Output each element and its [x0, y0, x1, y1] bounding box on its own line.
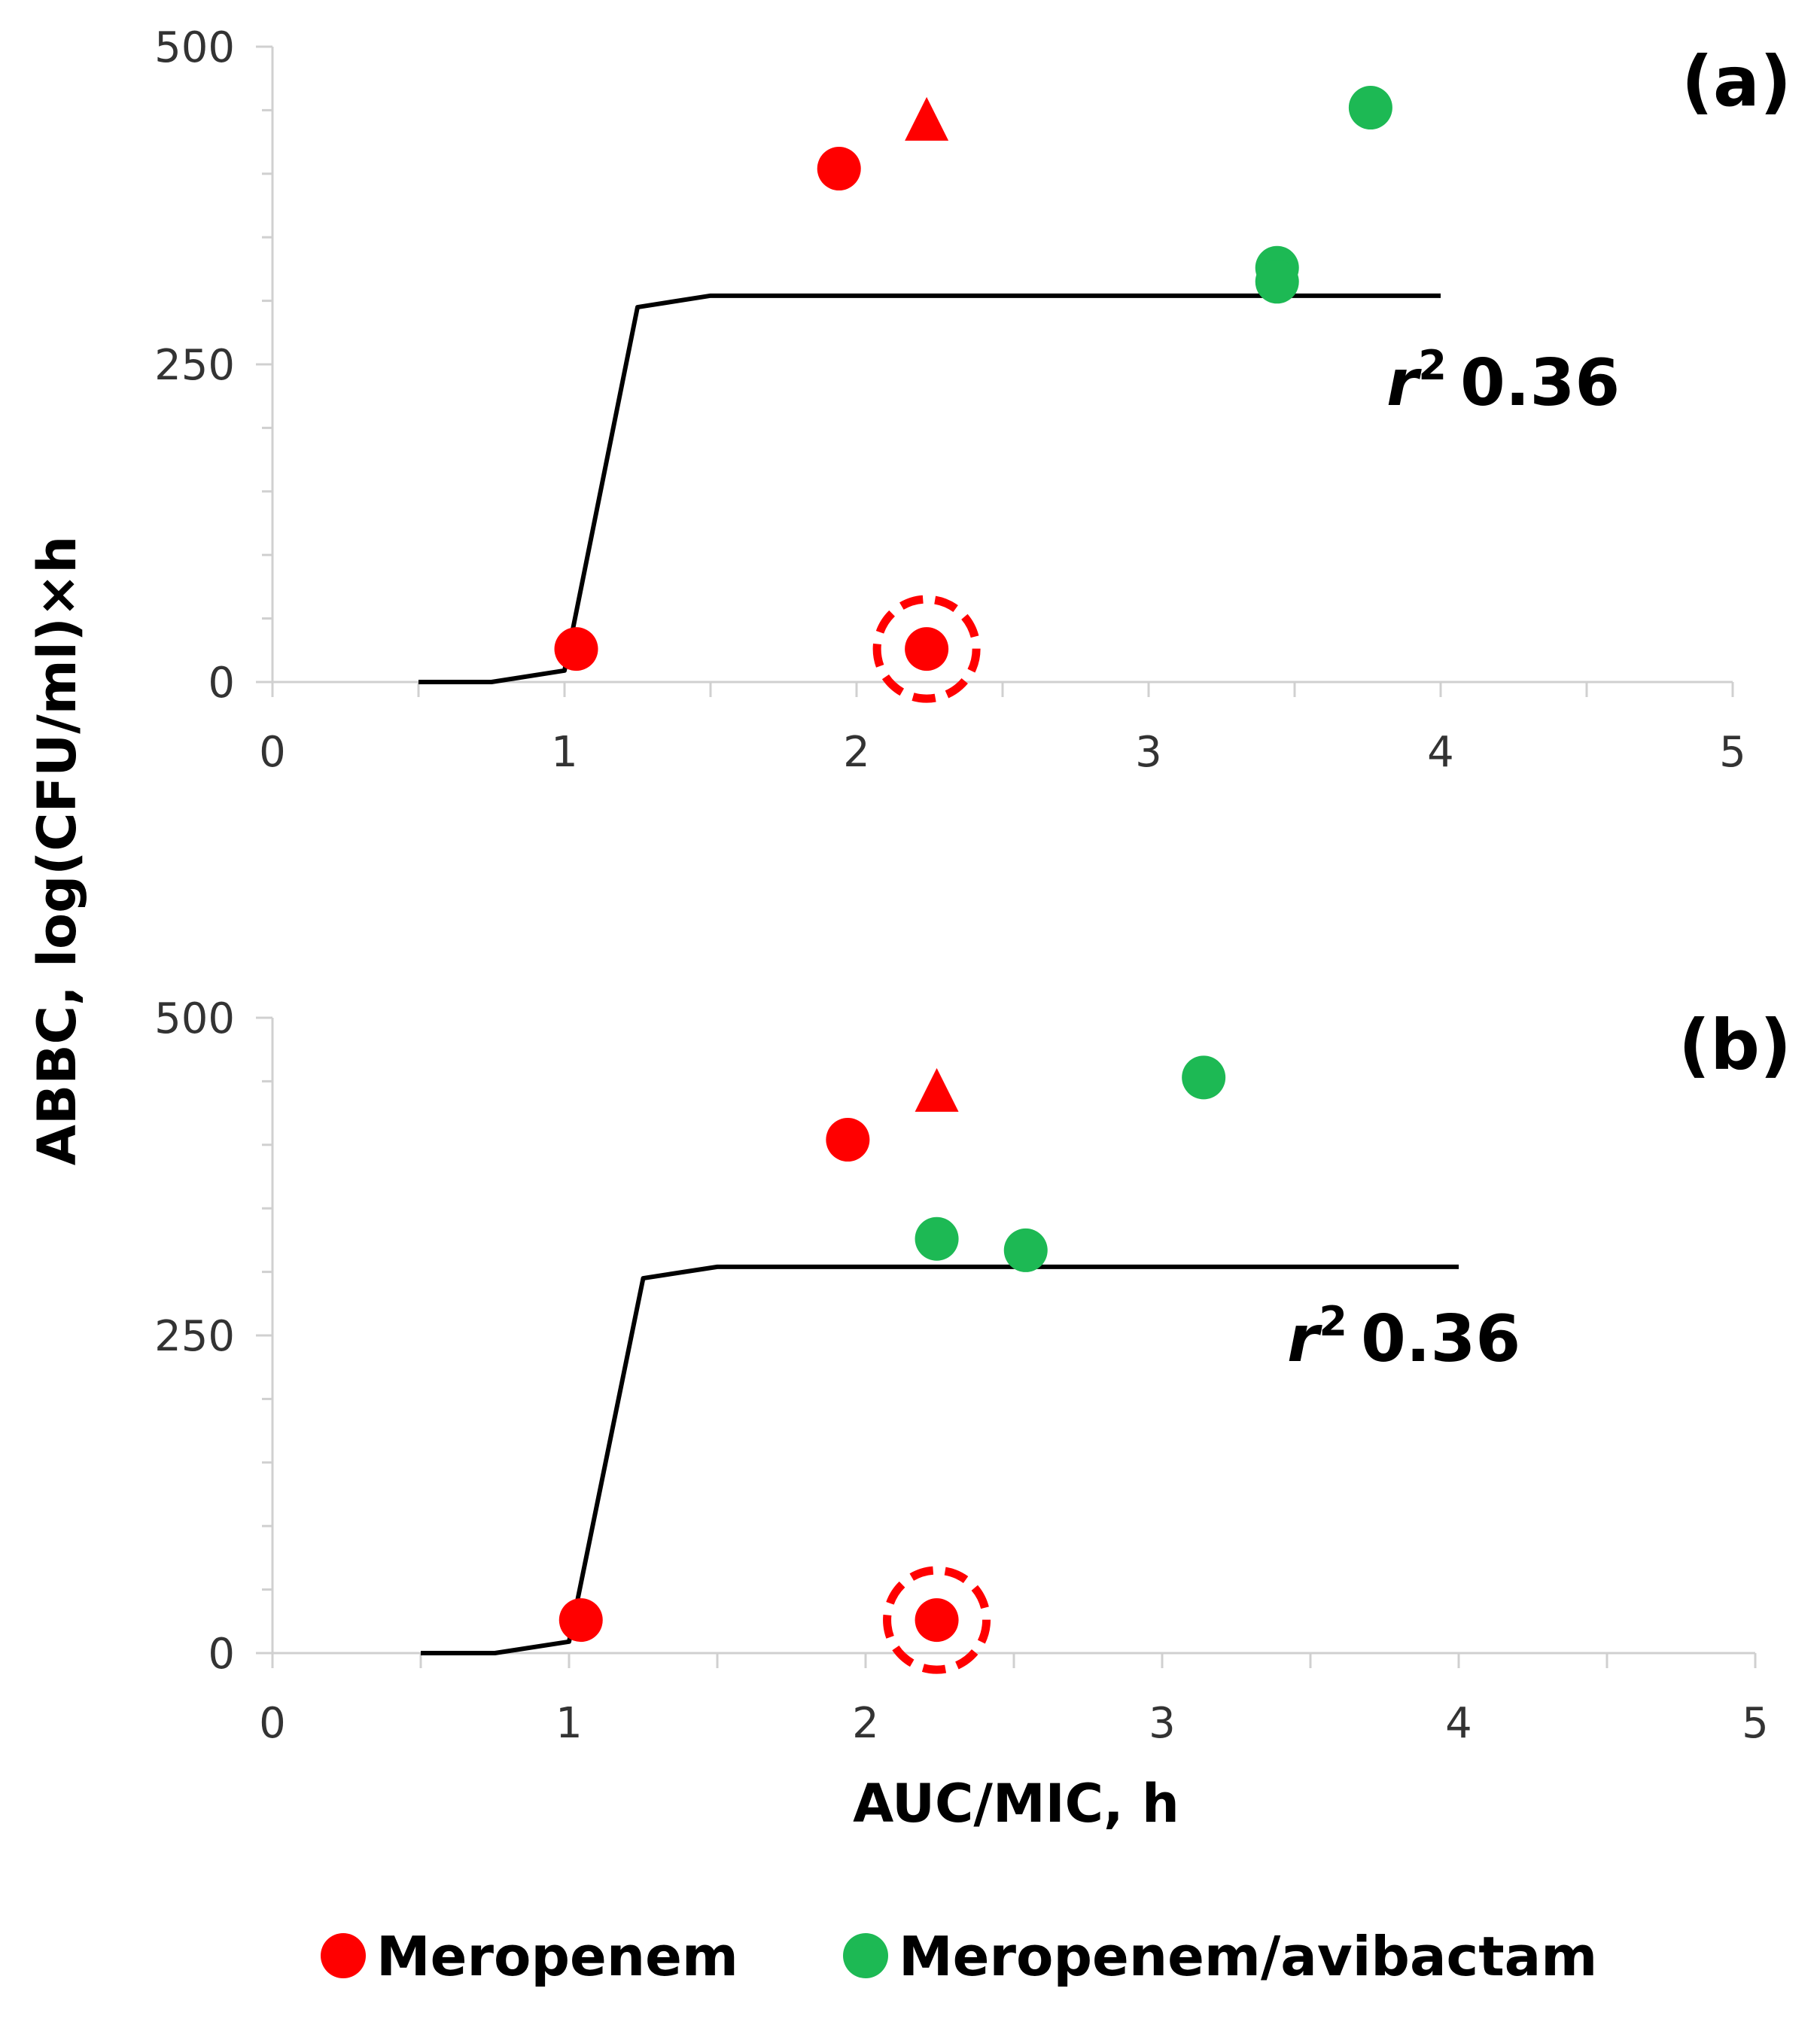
x-tick-label: 4	[1427, 728, 1454, 777]
highlight-ring	[883, 1566, 991, 1674]
x-tick-label: 5	[1719, 728, 1746, 777]
x-axis-title: AUC/MIC, h	[853, 1773, 1179, 1835]
data-point-triangle	[915, 1067, 959, 1112]
legend-marker	[843, 1933, 888, 1978]
r-symbol: r	[1386, 346, 1422, 421]
legend-label: Meropenem	[376, 1925, 738, 1988]
data-point-triangle	[905, 96, 949, 141]
panel-label: (b)	[1678, 1005, 1791, 1086]
data-point	[826, 1118, 870, 1162]
data-point	[817, 147, 861, 191]
y-tick-label: 250	[154, 1312, 235, 1361]
highlight-ring	[872, 595, 981, 703]
y-tick-label: 250	[154, 341, 235, 390]
x-tick-label: 4	[1445, 1699, 1472, 1748]
data-point	[554, 627, 598, 671]
y-tick-label: 0	[208, 1630, 235, 1679]
y-tick-label: 500	[154, 23, 235, 72]
y-axis-title: ABBC, log(CFU/ml)×h	[26, 536, 88, 1165]
r-exponent: 2	[1418, 342, 1447, 389]
r-squared-value: 0.36	[1460, 346, 1620, 421]
r-squared-annotation: r2 0.36	[1287, 1298, 1520, 1377]
x-tick-label: 3	[1135, 728, 1162, 777]
legend-marker	[321, 1933, 366, 1978]
data-point	[915, 1598, 959, 1643]
x-tick-label: 2	[843, 728, 870, 777]
data-point	[558, 1598, 603, 1643]
fit-curve	[421, 1264, 1459, 1655]
x-tick-label: 0	[259, 728, 286, 777]
y-tick-label: 500	[154, 994, 235, 1043]
data-point	[1255, 260, 1299, 304]
x-tick-label: 2	[852, 1699, 879, 1748]
r-squared-annotation: r2 0.36	[1386, 342, 1620, 421]
x-tick-label: 5	[1742, 1699, 1769, 1748]
data-point	[1348, 86, 1392, 130]
x-tick-label: 0	[259, 1699, 286, 1748]
data-point	[1003, 1228, 1048, 1272]
fit-curve	[418, 293, 1441, 684]
panel-label: (a)	[1682, 41, 1791, 122]
legend-label: Meropenem/avibactam	[899, 1925, 1597, 1988]
r-symbol: r	[1287, 1302, 1322, 1377]
r-squared-value: 0.36	[1361, 1302, 1520, 1377]
data-point	[915, 1216, 959, 1261]
x-tick-label: 1	[555, 1699, 583, 1748]
x-tick-label: 1	[551, 728, 578, 777]
legend: Meropenem Meropenem/avibactam	[321, 1925, 1597, 1988]
data-point	[905, 627, 949, 671]
y-tick-label: 0	[208, 659, 235, 708]
r-exponent: 2	[1319, 1298, 1347, 1345]
data-point	[1182, 1055, 1226, 1100]
x-tick-label: 3	[1149, 1699, 1176, 1748]
